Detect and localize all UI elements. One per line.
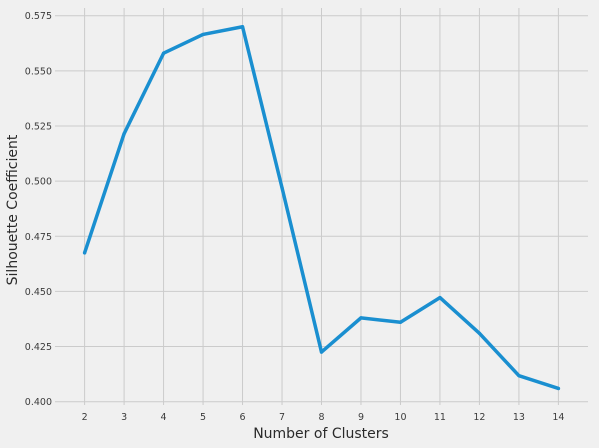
y-tick-label: 0.475: [25, 232, 52, 243]
x-tick-label: 4: [161, 412, 167, 423]
x-tick-label: 10: [394, 412, 406, 423]
x-tick-label: 5: [200, 412, 206, 423]
x-tick-label: 9: [358, 412, 364, 423]
x-tick-label: 6: [240, 412, 246, 423]
y-tick-label: 0.400: [25, 397, 52, 408]
data-point: [240, 25, 245, 29]
y-grid: [55, 15, 588, 403]
y-tick-label: 0.550: [25, 66, 52, 77]
series-layer: [82, 25, 561, 391]
data-point: [477, 331, 482, 335]
x-tick-label: 13: [513, 412, 525, 423]
x-axis-label: Number of Clusters: [253, 426, 389, 442]
data-point: [438, 295, 442, 300]
data-point: [319, 350, 324, 354]
x-grid: [84, 8, 559, 405]
data-point: [280, 186, 284, 190]
y-tick-label: 0.425: [25, 342, 52, 353]
y-tick-label: 0.525: [25, 121, 52, 132]
y-tick-labels: 0.400 0.425 0.450 0.475 0.500 0.525 0.550 0.575: [25, 11, 52, 408]
x-tick-label: 12: [473, 412, 485, 423]
x-tick-label: 8: [318, 412, 324, 423]
data-point: [359, 316, 363, 320]
y-tick-label: 0.450: [25, 287, 52, 298]
x-tick-labels: 2 3 4 5 6 7 8 9 10 11 12 13 14: [82, 412, 565, 423]
x-tick-label: 2: [82, 412, 88, 423]
y-tick-label: 0.500: [25, 177, 52, 188]
y-tick-label: 0.575: [25, 11, 52, 22]
data-point: [556, 386, 560, 391]
y-axis-label: Silhouette Coefficient: [5, 134, 21, 285]
data-point: [201, 32, 205, 37]
x-tick-label: 14: [552, 412, 564, 423]
data-point: [83, 251, 87, 255]
data-point: [122, 132, 126, 136]
data-point: [398, 320, 403, 324]
x-tick-label: 7: [279, 412, 285, 423]
data-point: [161, 51, 166, 55]
x-tick-label: 3: [121, 412, 127, 423]
data-point: [517, 374, 521, 378]
x-tick-label: 11: [434, 412, 446, 423]
